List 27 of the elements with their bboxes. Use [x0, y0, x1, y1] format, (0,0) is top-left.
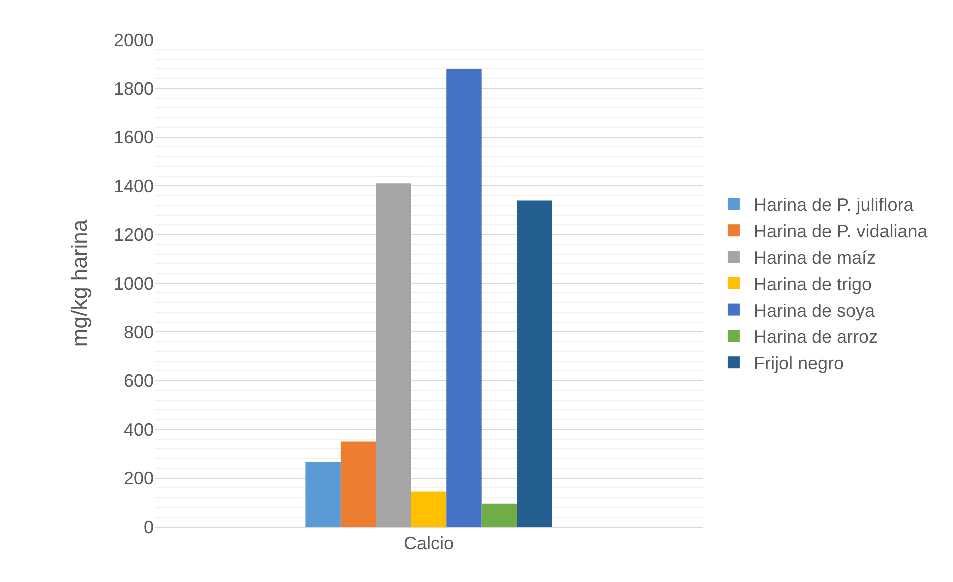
bar	[446, 69, 482, 527]
y-tick-label: 200	[124, 468, 154, 489]
bar	[482, 504, 518, 527]
x-tick-label: Calcio	[404, 534, 454, 554]
legend-label: Harina de maíz	[754, 248, 876, 268]
y-tick-label: 1000	[114, 274, 154, 294]
bar	[340, 442, 376, 527]
bar	[517, 200, 552, 527]
legend-label: Harina de soya	[754, 300, 876, 321]
y-tick-label: 0	[144, 517, 154, 538]
legend-label: Harina de P. vidaliana	[754, 222, 929, 242]
y-tick-label: 2000	[114, 30, 154, 50]
y-tick-label: 1800	[114, 79, 154, 99]
legend-label: Harina de arroz	[754, 327, 878, 348]
y-tick-label: 1400	[114, 176, 154, 196]
y-tick-label: 600	[124, 371, 154, 392]
y-axis-title: mg/kg harina	[66, 219, 92, 348]
y-tick-label: 800	[124, 322, 154, 342]
y-tick-label: 1200	[114, 225, 154, 246]
bar	[376, 184, 412, 527]
legend-label: Harina de P. juliflora	[754, 195, 915, 216]
y-tick-label: 1600	[114, 128, 154, 148]
legend-label: Frijol negro	[754, 354, 844, 374]
bar	[306, 462, 341, 527]
legend-label: Harina de trigo	[754, 274, 872, 294]
bar	[411, 492, 447, 527]
y-tick-label: 400	[124, 420, 154, 440]
